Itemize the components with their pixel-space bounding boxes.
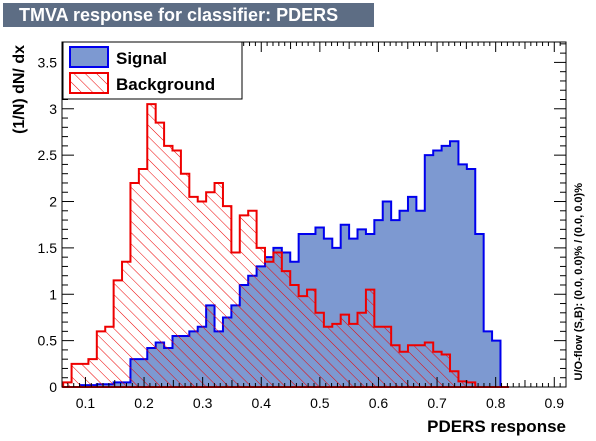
- legend-label-background: Background: [116, 75, 215, 94]
- x-tick-label: 0.8: [486, 395, 506, 411]
- y-tick-label: 3: [49, 101, 57, 117]
- x-tick-label: 0.4: [252, 395, 272, 411]
- x-tick-label: 0.3: [193, 395, 213, 411]
- plot-area: [62, 103, 509, 388]
- legend-label-signal: Signal: [116, 49, 167, 68]
- legend-swatch-background: [69, 72, 109, 94]
- x-tick-label: 0.6: [369, 395, 389, 411]
- y-tick-label: 1.5: [38, 240, 58, 256]
- axes: 0.1 0.2 0.3 0.4 0.5 0.6 0.7 0.8 0.9 0 0.5 1 1.5 2 2.5 3…: [38, 41, 567, 411]
- x-tick-label: 0.5: [310, 395, 330, 411]
- y-tick-label: 3.5: [38, 54, 58, 70]
- chart-title: TMVA response for classifier: PDERS: [3, 3, 374, 27]
- x-axis-label: PDERS response: [427, 417, 566, 436]
- x-tick-label: 0.1: [76, 395, 96, 411]
- x-tick-label: 0.9: [545, 395, 565, 411]
- legend-swatch-signal: [69, 46, 109, 68]
- overflow-info-label: U/O-flow (S,B): (0.0, 0.0)% / (0.0, 0.0)…: [573, 183, 585, 381]
- y-tick-label: 2.5: [38, 147, 58, 163]
- x-tick-label: 0.7: [427, 395, 447, 411]
- y-tick-label: 1: [49, 286, 57, 302]
- y-axis-label: (1/N) dN/ dx: [11, 45, 28, 134]
- series-background: [62, 103, 509, 388]
- legend: Signal Background: [62, 41, 243, 100]
- y-tick-label: 2: [49, 194, 57, 210]
- x-tick-label: 0.2: [134, 395, 154, 411]
- y-tick-label: 0: [49, 379, 57, 395]
- y-tick-label: 0.5: [38, 333, 58, 349]
